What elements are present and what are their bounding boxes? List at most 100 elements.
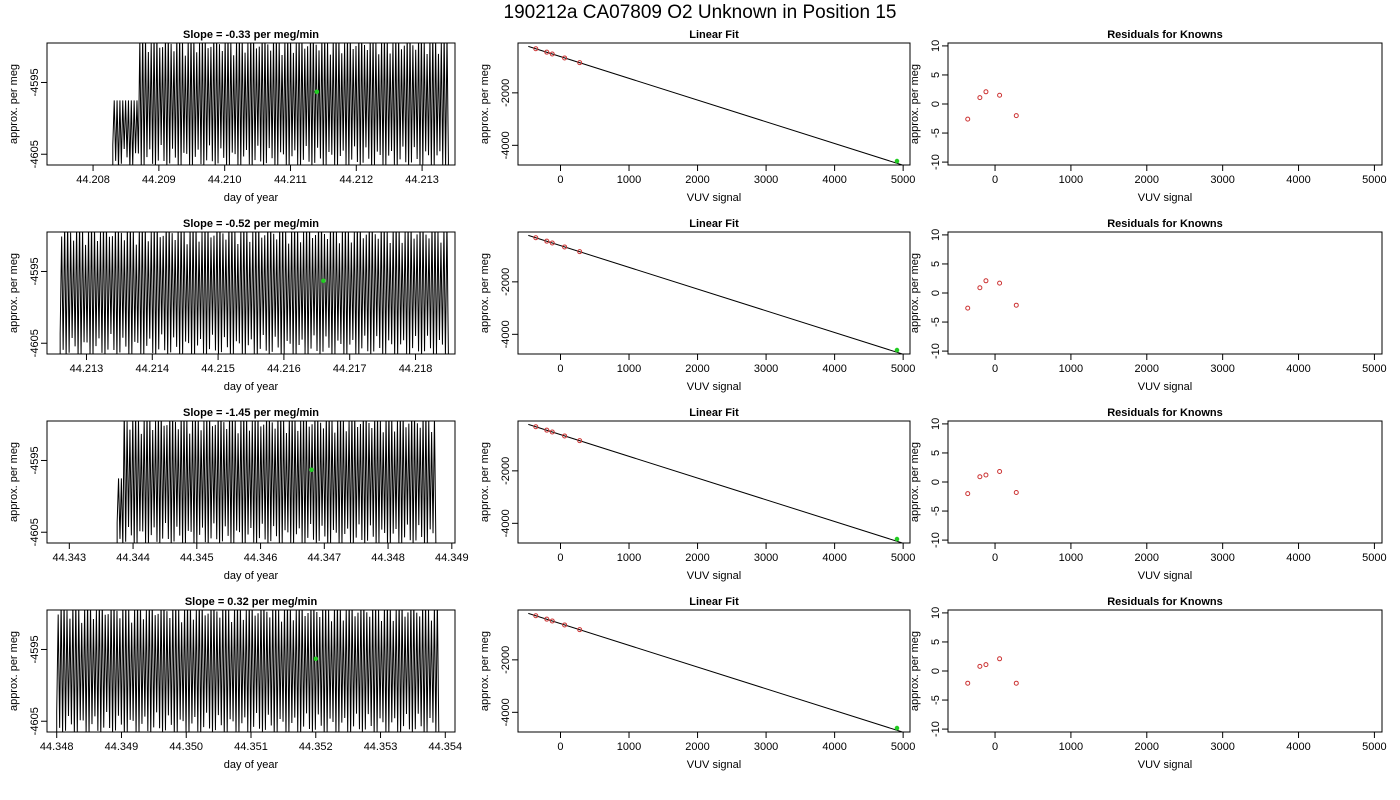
chart-2-y-tick-label: -2000: [500, 79, 512, 107]
figure-title: 190212a CA07809 O2 Unknown in Position 1…: [503, 2, 897, 23]
chart-9-y-tick-label: 0: [930, 479, 942, 485]
chart-3-x-tick-label: 2000: [1135, 174, 1159, 186]
chart-6-known-point: [997, 280, 1003, 286]
chart-11-known-point: [549, 618, 555, 624]
chart-2-known-point: [562, 55, 568, 61]
chart-8-y-tick-label: -2000: [500, 457, 512, 485]
chart-8-known-point: [549, 429, 555, 435]
chart-4-signal-trace: [59, 232, 449, 354]
chart-5-known-point: [533, 235, 539, 241]
chart-3-known-point: [997, 92, 1003, 98]
chart-3-x-tick-label: 3000: [1210, 174, 1234, 186]
chart-6-y-tick-label: -10: [930, 343, 942, 359]
chart-7: Slope = -1.45 per meg/min 44.343 44.344 44.…: [8, 407, 469, 582]
chart-5-known-point: [549, 240, 555, 246]
chart-7-unknown-point: [309, 467, 314, 473]
chart-4-y-tick-label: -4595: [29, 257, 41, 285]
chart-11-y-tick-label: -2000: [500, 646, 512, 674]
chart-11-x-axis-label: VUV signal: [687, 759, 741, 771]
chart-12-x-tick-label: 1000: [1059, 741, 1083, 753]
chart-4-x-tick-label: 44.217: [333, 363, 367, 375]
chart-12-y-tick-label: 0: [930, 668, 942, 674]
chart-7-x-tick-label: 44.346: [244, 552, 278, 564]
chart-4-unknown-point: [321, 278, 326, 284]
chart-9-y-tick-label: 5: [930, 450, 942, 456]
chart-11-y-tick-label: -4000: [500, 698, 512, 726]
chart-9-x-tick-label: 2000: [1135, 552, 1159, 564]
chart-9-x-tick-label: 0: [992, 552, 998, 564]
chart-10-x-tick-label: 44.349: [105, 741, 139, 753]
chart-12-plot-area: [965, 656, 1019, 686]
chart-2-x-axis-label: VUV signal: [687, 192, 741, 204]
chart-2-fit-line: [528, 45, 905, 165]
chart-7-x-tick-label: 44.348: [371, 552, 405, 564]
chart-10-x-tick-label: 44.352: [299, 741, 333, 753]
chart-6-title: Residuals for Knowns: [1107, 218, 1223, 230]
chart-12-known-point: [997, 656, 1003, 662]
chart-1-x-tick-label: 44.209: [142, 174, 176, 186]
chart-12-y-axis-label: approx. per meg: [909, 631, 921, 711]
chart-11-x-tick-label: 3000: [754, 741, 778, 753]
chart-5-y-tick-label: -4000: [500, 320, 512, 348]
chart-10-x-tick-label: 44.351: [234, 741, 268, 753]
chart-8-fit-line: [528, 423, 905, 543]
chart-7-plot-area: [116, 421, 437, 543]
chart-7-x-tick-label: 44.343: [52, 552, 86, 564]
chart-5-x-tick-label: 1000: [617, 363, 641, 375]
chart-8-known-point: [577, 438, 583, 444]
chart-7-plot-frame: [46, 420, 456, 544]
chart-6-known-point: [1013, 302, 1019, 308]
chart-6-x-tick-label: 1000: [1059, 363, 1083, 375]
chart-6-x-tick-label: 3000: [1210, 363, 1234, 375]
chart-2-known-point: [544, 49, 550, 55]
chart-12-known-point: [1013, 680, 1019, 686]
chart-4-y-axis-label: approx. per meg: [8, 253, 20, 333]
chart-5-x-tick-label: 2000: [685, 363, 709, 375]
chart-8-x-axis-label: VUV signal: [687, 570, 741, 582]
chart-9-x-axis-label: VUV signal: [1138, 570, 1192, 582]
chart-12: Residuals for Knowns 0 1000 2000 3000 4000 500…: [909, 596, 1387, 771]
chart-2-y-axis-label: approx. per meg: [479, 64, 491, 144]
chart-1-x-tick-label: 44.213: [405, 174, 439, 186]
chart-5-x-tick-label: 0: [557, 363, 563, 375]
chart-7-x-tick-label: 44.344: [116, 552, 150, 564]
chart-1-plot-area: [112, 43, 449, 165]
chart-8-y-tick-label: -4000: [500, 509, 512, 537]
chart-10-unknown-point: [313, 656, 319, 662]
chart-12-y-tick-label: 10: [930, 607, 942, 619]
chart-8-x-tick-label: 1000: [617, 552, 641, 564]
chart-12-x-tick-label: 0: [992, 741, 998, 753]
chart-4-x-axis-label: day of year: [224, 381, 279, 393]
chart-8-title: Linear Fit: [689, 407, 739, 419]
chart-10-x-tick-label: 44.354: [428, 741, 462, 753]
chart-6-x-tick-label: 2000: [1135, 363, 1159, 375]
chart-6-y-axis-label: approx. per meg: [909, 253, 921, 333]
chart-12-title: Residuals for Knowns: [1107, 596, 1223, 608]
chart-8-plot-frame: [517, 420, 911, 544]
chart-9-known-point: [983, 472, 989, 478]
chart-10-y-tick-label: -4595: [29, 635, 41, 663]
chart-12-x-tick-label: 2000: [1135, 741, 1159, 753]
chart-11-fit-line: [528, 612, 905, 732]
chart-4: Slope = -0.52 per meg/min 44.213 44.214 44.…: [8, 218, 456, 393]
chart-5-x-axis-label: VUV signal: [687, 381, 741, 393]
chart-2-x-tick-label: 2000: [685, 174, 709, 186]
chart-8-known-point: [544, 427, 550, 433]
chart-4-y-tick-label: -4605: [29, 329, 41, 357]
chart-11-known-point: [562, 622, 568, 628]
chart-1-x-tick-label: 44.208: [76, 174, 110, 186]
chart-9-y-tick-label: -5: [930, 506, 942, 516]
chart-6-x-tick-label: 5000: [1362, 363, 1386, 375]
chart-6-y-tick-label: -5: [930, 317, 942, 327]
chart-6-x-tick-label: 4000: [1286, 363, 1310, 375]
chart-12-y-tick-label: -10: [930, 721, 942, 737]
chart-11: Linear Fit 0 1000 2000 3000 4000 5000 -2000 -400…: [479, 596, 915, 771]
chart-5-known-point: [562, 244, 568, 250]
chart-5-y-tick-label: -2000: [500, 268, 512, 296]
chart-3-known-point: [965, 116, 971, 122]
chart-9-y-tick-label: -10: [930, 532, 942, 548]
chart-11-known-point: [533, 613, 539, 619]
chart-9-y-axis-label: approx. per meg: [909, 442, 921, 522]
chart-2-x-tick-label: 3000: [754, 174, 778, 186]
